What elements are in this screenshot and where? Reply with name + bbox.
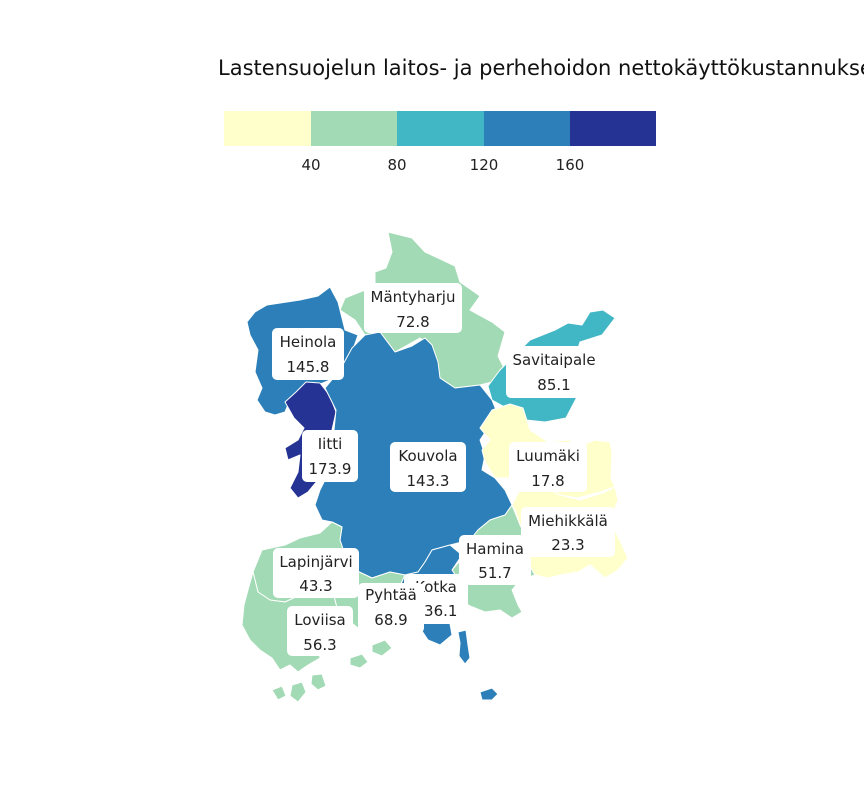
- label-savitaipale-name: Savitaipale: [512, 351, 595, 369]
- region-loviisa-island-3[interactable]: [271, 685, 287, 701]
- label-mantyharju-value: 72.8: [396, 313, 429, 331]
- map-title: Lastensuojelun laitos- ja perhehoidon ne…: [218, 56, 864, 80]
- label-kotka-name: Kotka: [415, 578, 457, 596]
- color-legend: 40 80 120 160: [224, 111, 656, 174]
- legend-tick-80: 80: [387, 156, 406, 174]
- label-loviisa-value: 56.3: [303, 636, 336, 654]
- label-kouvola: Kouvola 143.3: [390, 442, 466, 492]
- label-iitti-value: 173.9: [309, 460, 352, 478]
- label-lapinjarvi-value: 43.3: [299, 577, 332, 595]
- label-iitti: Iitti 173.9: [302, 430, 358, 482]
- label-pyhtaa-name: Pyhtää: [365, 586, 417, 604]
- label-miehikkala-value: 23.3: [551, 536, 584, 554]
- label-hamina-name: Hamina: [466, 540, 524, 558]
- label-luumaki-name: Luumäki: [516, 447, 580, 465]
- region-pyhtaa-island-1[interactable]: [371, 639, 393, 657]
- label-heinola-value: 145.8: [287, 358, 330, 376]
- label-lapinjarvi-name: Lapinjärvi: [279, 553, 352, 571]
- label-hamina: Hamina 51.7: [459, 535, 531, 585]
- label-miehikkala-name: Miehikkälä: [528, 512, 608, 530]
- label-iitti-name: Iitti: [318, 435, 343, 453]
- label-miehikkala: Miehikkälä 23.3: [521, 507, 615, 557]
- legend-swatch-3: [397, 111, 484, 146]
- legend-swatch-1: [224, 111, 311, 146]
- label-hamina-value: 51.7: [478, 564, 511, 582]
- region-kotka-island-2[interactable]: [479, 687, 499, 701]
- legend-swatch-2: [311, 111, 397, 146]
- region-loviisa-island-2[interactable]: [310, 673, 327, 691]
- label-kotka-value: 136.1: [415, 602, 458, 620]
- label-mantyharju: Mäntyharju 72.8: [364, 283, 462, 333]
- label-luumaki-value: 17.8: [531, 472, 564, 490]
- label-kouvola-value: 143.3: [407, 472, 450, 490]
- label-heinola-name: Heinola: [280, 333, 337, 351]
- label-pyhtaa-value: 68.9: [374, 611, 407, 629]
- label-kouvola-name: Kouvola: [398, 447, 457, 465]
- label-luumaki: Luumäki 17.8: [509, 442, 587, 492]
- region-loviisa-island-1[interactable]: [289, 681, 307, 703]
- label-savitaipale-value: 85.1: [537, 376, 570, 394]
- legend-tick-40: 40: [301, 156, 320, 174]
- label-savitaipale: Savitaipale 85.1: [506, 346, 602, 398]
- label-pyhtaa: Pyhtää 68.9: [358, 583, 424, 633]
- label-loviisa-name: Loviisa: [294, 611, 346, 629]
- label-heinola: Heinola 145.8: [272, 328, 344, 380]
- label-mantyharju-name: Mäntyharju: [371, 288, 456, 306]
- region-kotka-island-1[interactable]: [457, 629, 471, 665]
- label-lapinjarvi: Lapinjärvi 43.3: [273, 548, 359, 598]
- region-pyhtaa-island-2[interactable]: [349, 653, 369, 669]
- legend-swatch-4: [484, 111, 570, 146]
- legend-tick-120: 120: [470, 156, 499, 174]
- legend-swatch-5: [570, 111, 656, 146]
- label-loviisa: Loviisa 56.3: [287, 606, 353, 656]
- legend-tick-160: 160: [556, 156, 585, 174]
